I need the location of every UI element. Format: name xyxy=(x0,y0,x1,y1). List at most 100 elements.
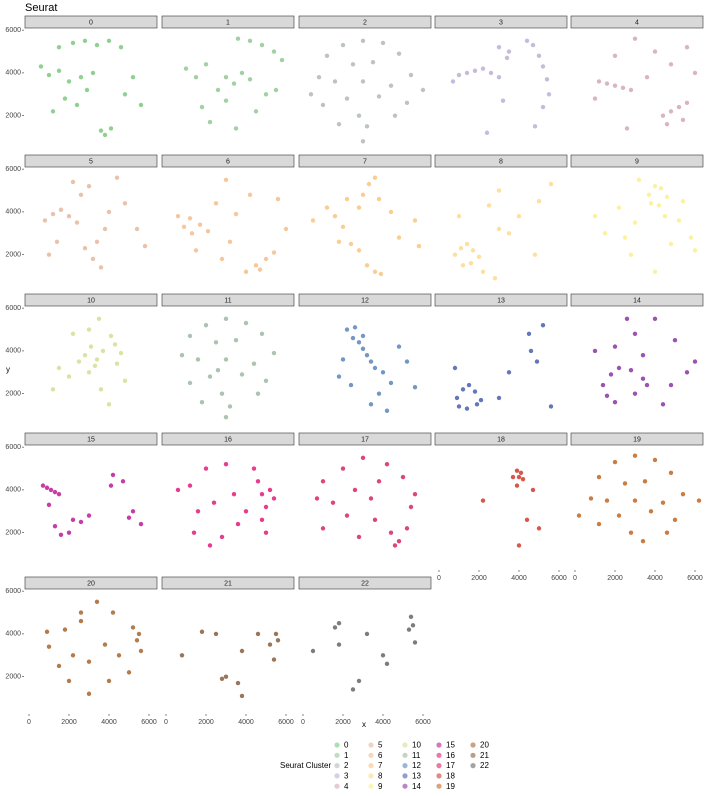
strip xyxy=(570,15,704,29)
point xyxy=(310,218,316,223)
point xyxy=(484,130,490,135)
point xyxy=(692,359,698,364)
point xyxy=(336,239,342,245)
point xyxy=(602,231,608,236)
point xyxy=(388,209,394,215)
point xyxy=(90,256,96,262)
point xyxy=(616,205,622,210)
point xyxy=(628,252,634,257)
point xyxy=(642,479,648,484)
point xyxy=(102,226,108,232)
point xyxy=(56,663,62,669)
point xyxy=(207,543,213,548)
point xyxy=(684,100,690,106)
x-tick-label: 0 xyxy=(573,575,577,582)
point xyxy=(82,38,88,44)
point xyxy=(38,64,44,69)
point xyxy=(652,316,658,322)
legend-label: 10 xyxy=(412,741,421,750)
point xyxy=(193,74,199,80)
legend-key xyxy=(368,763,374,769)
point xyxy=(516,474,522,480)
point xyxy=(187,333,193,339)
point xyxy=(330,500,336,505)
legend-key xyxy=(368,742,374,748)
point xyxy=(648,509,654,514)
y-axis-title: y xyxy=(6,365,10,374)
strip-label: 4 xyxy=(635,19,639,26)
legend-label: 19 xyxy=(446,782,455,791)
point xyxy=(604,498,610,503)
point xyxy=(74,220,80,225)
legend-key xyxy=(436,773,442,779)
legend-key xyxy=(436,763,442,769)
x-tick-label: 2000 xyxy=(607,575,623,582)
point xyxy=(231,491,237,497)
point xyxy=(211,500,217,505)
point xyxy=(352,487,358,493)
point xyxy=(408,72,414,78)
point xyxy=(672,338,678,343)
legend-label: 0 xyxy=(344,741,349,750)
point xyxy=(450,79,456,84)
point xyxy=(78,610,84,615)
point xyxy=(122,92,128,97)
point xyxy=(368,359,374,364)
point xyxy=(130,74,136,80)
point xyxy=(233,126,239,131)
point xyxy=(476,254,482,259)
point xyxy=(384,661,390,667)
point xyxy=(58,207,64,212)
point xyxy=(86,513,92,518)
point xyxy=(486,203,492,208)
point xyxy=(219,676,225,681)
point xyxy=(604,393,610,398)
point xyxy=(332,625,338,630)
point xyxy=(134,638,140,643)
point xyxy=(472,68,478,73)
point xyxy=(612,344,618,349)
point xyxy=(259,491,265,497)
point xyxy=(136,631,142,637)
point xyxy=(94,599,100,605)
point xyxy=(90,70,96,76)
point xyxy=(102,642,108,647)
point xyxy=(540,323,546,328)
point xyxy=(215,367,221,373)
point xyxy=(612,53,618,58)
point xyxy=(506,49,512,54)
point xyxy=(632,220,638,225)
point xyxy=(110,610,116,615)
point xyxy=(372,175,378,180)
y-tick-label: 6000 xyxy=(5,166,21,173)
point xyxy=(392,113,398,118)
point xyxy=(50,211,56,217)
strip-label: 16 xyxy=(224,436,232,443)
point xyxy=(652,184,658,189)
strip-label: 21 xyxy=(224,580,232,587)
point xyxy=(668,241,674,247)
point xyxy=(239,693,245,699)
point xyxy=(332,79,338,84)
legend-label: 18 xyxy=(446,772,455,781)
point xyxy=(466,382,472,388)
point xyxy=(378,271,384,277)
point xyxy=(86,327,92,332)
legend-label: 13 xyxy=(412,772,421,781)
point xyxy=(112,342,118,347)
y-tick-label: 2000 xyxy=(5,673,21,680)
y-tick-label: 6000 xyxy=(5,444,21,451)
point xyxy=(54,239,60,245)
point xyxy=(70,517,76,523)
point xyxy=(596,79,602,84)
point xyxy=(530,42,536,48)
strip-label: 2 xyxy=(363,19,367,26)
point xyxy=(52,524,58,529)
point xyxy=(134,226,140,232)
point xyxy=(195,357,201,362)
point xyxy=(108,483,114,488)
point xyxy=(632,36,638,41)
point xyxy=(514,483,520,488)
legend-key xyxy=(402,783,408,789)
point xyxy=(696,498,702,503)
